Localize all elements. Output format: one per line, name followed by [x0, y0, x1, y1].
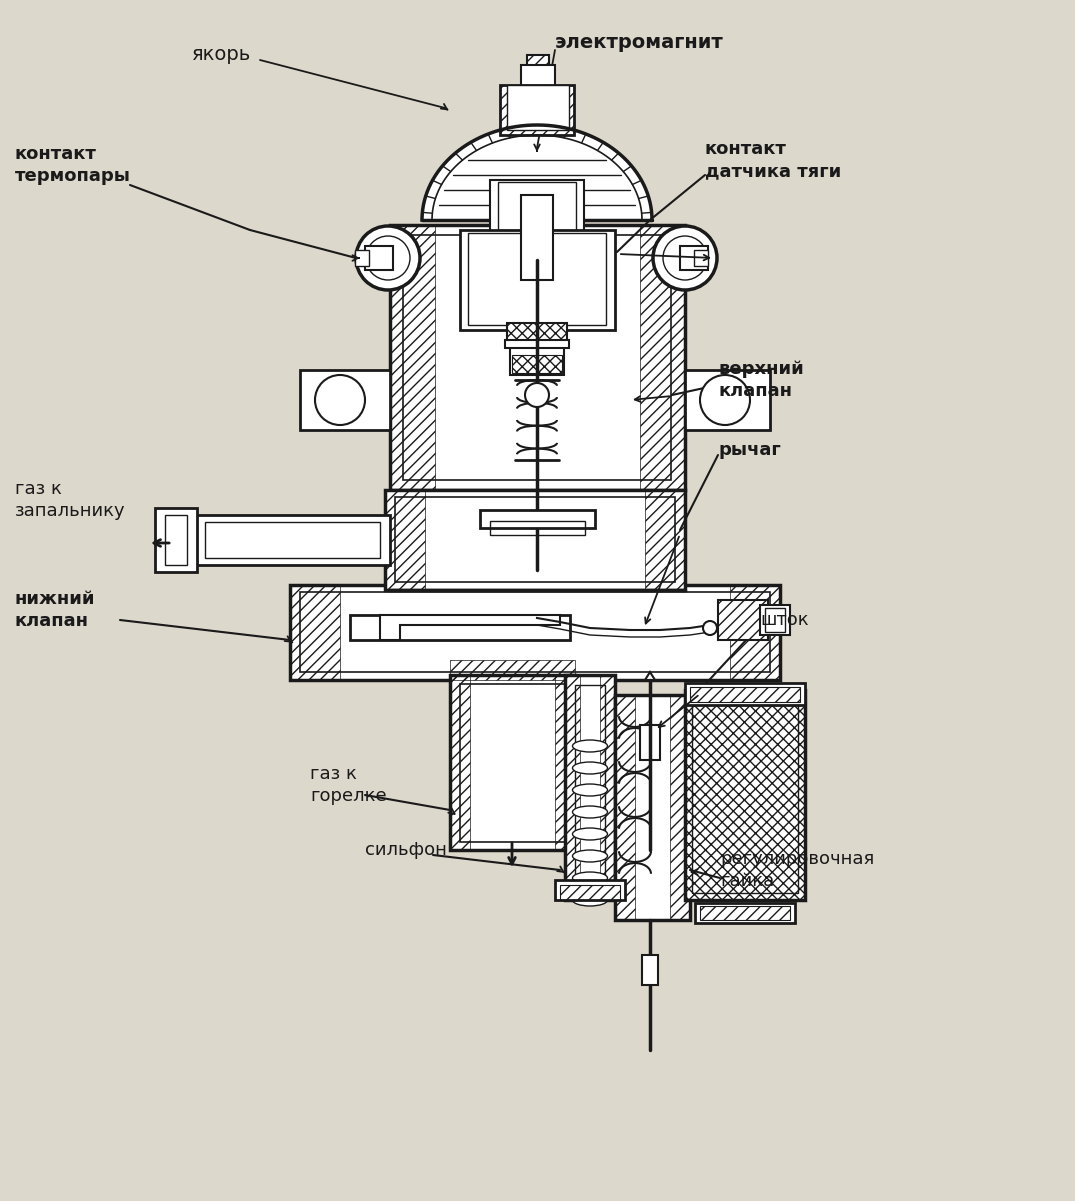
Text: контакт
термопары: контакт термопары: [15, 145, 131, 185]
Bar: [560, 885, 620, 900]
Bar: [460, 231, 615, 330]
Text: рычаг: рычаг: [718, 441, 780, 459]
Bar: [700, 906, 790, 920]
Bar: [450, 661, 575, 680]
Bar: [468, 233, 606, 325]
Bar: [385, 490, 685, 590]
Bar: [640, 725, 660, 760]
Polygon shape: [422, 125, 653, 220]
Ellipse shape: [573, 827, 607, 839]
Circle shape: [315, 375, 366, 425]
Bar: [481, 510, 594, 528]
Text: верхний
клапан: верхний клапан: [718, 360, 804, 400]
Bar: [505, 340, 569, 348]
Polygon shape: [685, 370, 770, 430]
Bar: [615, 695, 635, 920]
Circle shape: [525, 383, 549, 407]
Bar: [760, 605, 790, 635]
Bar: [390, 225, 685, 490]
Bar: [490, 521, 585, 534]
Bar: [460, 685, 565, 842]
Circle shape: [356, 226, 420, 289]
Bar: [765, 608, 785, 632]
Bar: [565, 675, 581, 900]
Bar: [680, 246, 708, 270]
Bar: [205, 522, 379, 558]
Bar: [718, 600, 768, 640]
Bar: [730, 585, 780, 680]
Bar: [565, 675, 615, 900]
Bar: [155, 508, 197, 572]
Text: нижний
клапан: нижний клапан: [15, 590, 96, 631]
Bar: [390, 225, 435, 490]
Bar: [510, 330, 564, 375]
Bar: [355, 250, 369, 265]
Text: контакт
датчика тяги: контакт датчика тяги: [705, 139, 842, 180]
Bar: [694, 250, 708, 265]
Bar: [685, 691, 805, 900]
Bar: [395, 497, 675, 582]
Circle shape: [366, 237, 410, 280]
Text: электромагнит: электромагнит: [555, 32, 723, 52]
Bar: [350, 615, 570, 640]
Bar: [507, 85, 569, 130]
Text: регулировочная
гайка: регулировочная гайка: [720, 850, 874, 890]
Bar: [498, 183, 576, 247]
Bar: [642, 955, 658, 985]
Text: газ к
запальнику: газ к запальнику: [15, 480, 126, 520]
Bar: [670, 695, 690, 920]
Bar: [403, 235, 671, 480]
Text: сильфон: сильфон: [366, 841, 447, 859]
Bar: [385, 490, 425, 590]
Bar: [500, 85, 574, 135]
Bar: [685, 691, 805, 900]
Ellipse shape: [573, 894, 607, 906]
Bar: [615, 695, 690, 920]
Bar: [366, 246, 393, 270]
Bar: [521, 65, 555, 90]
Ellipse shape: [573, 740, 607, 752]
Bar: [290, 585, 340, 680]
Polygon shape: [645, 673, 655, 680]
Ellipse shape: [573, 806, 607, 818]
Bar: [490, 180, 584, 250]
Circle shape: [653, 226, 717, 289]
Bar: [692, 698, 798, 894]
Bar: [690, 687, 800, 703]
Ellipse shape: [573, 872, 607, 884]
Bar: [507, 323, 567, 345]
Bar: [450, 675, 470, 850]
Bar: [640, 225, 685, 490]
Polygon shape: [379, 615, 560, 640]
Bar: [512, 355, 562, 374]
Bar: [645, 490, 685, 590]
Bar: [164, 515, 187, 564]
Bar: [195, 515, 390, 564]
Polygon shape: [300, 370, 390, 430]
Text: шток: шток: [760, 611, 808, 629]
Bar: [290, 585, 780, 680]
Bar: [696, 903, 796, 924]
Circle shape: [703, 621, 717, 635]
Text: газ к
горелке: газ к горелке: [310, 765, 387, 805]
Bar: [555, 880, 625, 900]
Circle shape: [663, 237, 707, 280]
Ellipse shape: [573, 850, 607, 862]
Bar: [685, 683, 805, 705]
Ellipse shape: [573, 784, 607, 796]
Bar: [575, 685, 605, 894]
Bar: [600, 675, 615, 900]
Text: якорь: якорь: [192, 46, 252, 65]
Bar: [450, 675, 575, 850]
Bar: [718, 600, 768, 640]
Ellipse shape: [573, 761, 607, 773]
Circle shape: [700, 375, 750, 425]
Bar: [521, 195, 553, 280]
Bar: [555, 675, 575, 850]
Bar: [300, 592, 770, 673]
Bar: [527, 55, 549, 85]
